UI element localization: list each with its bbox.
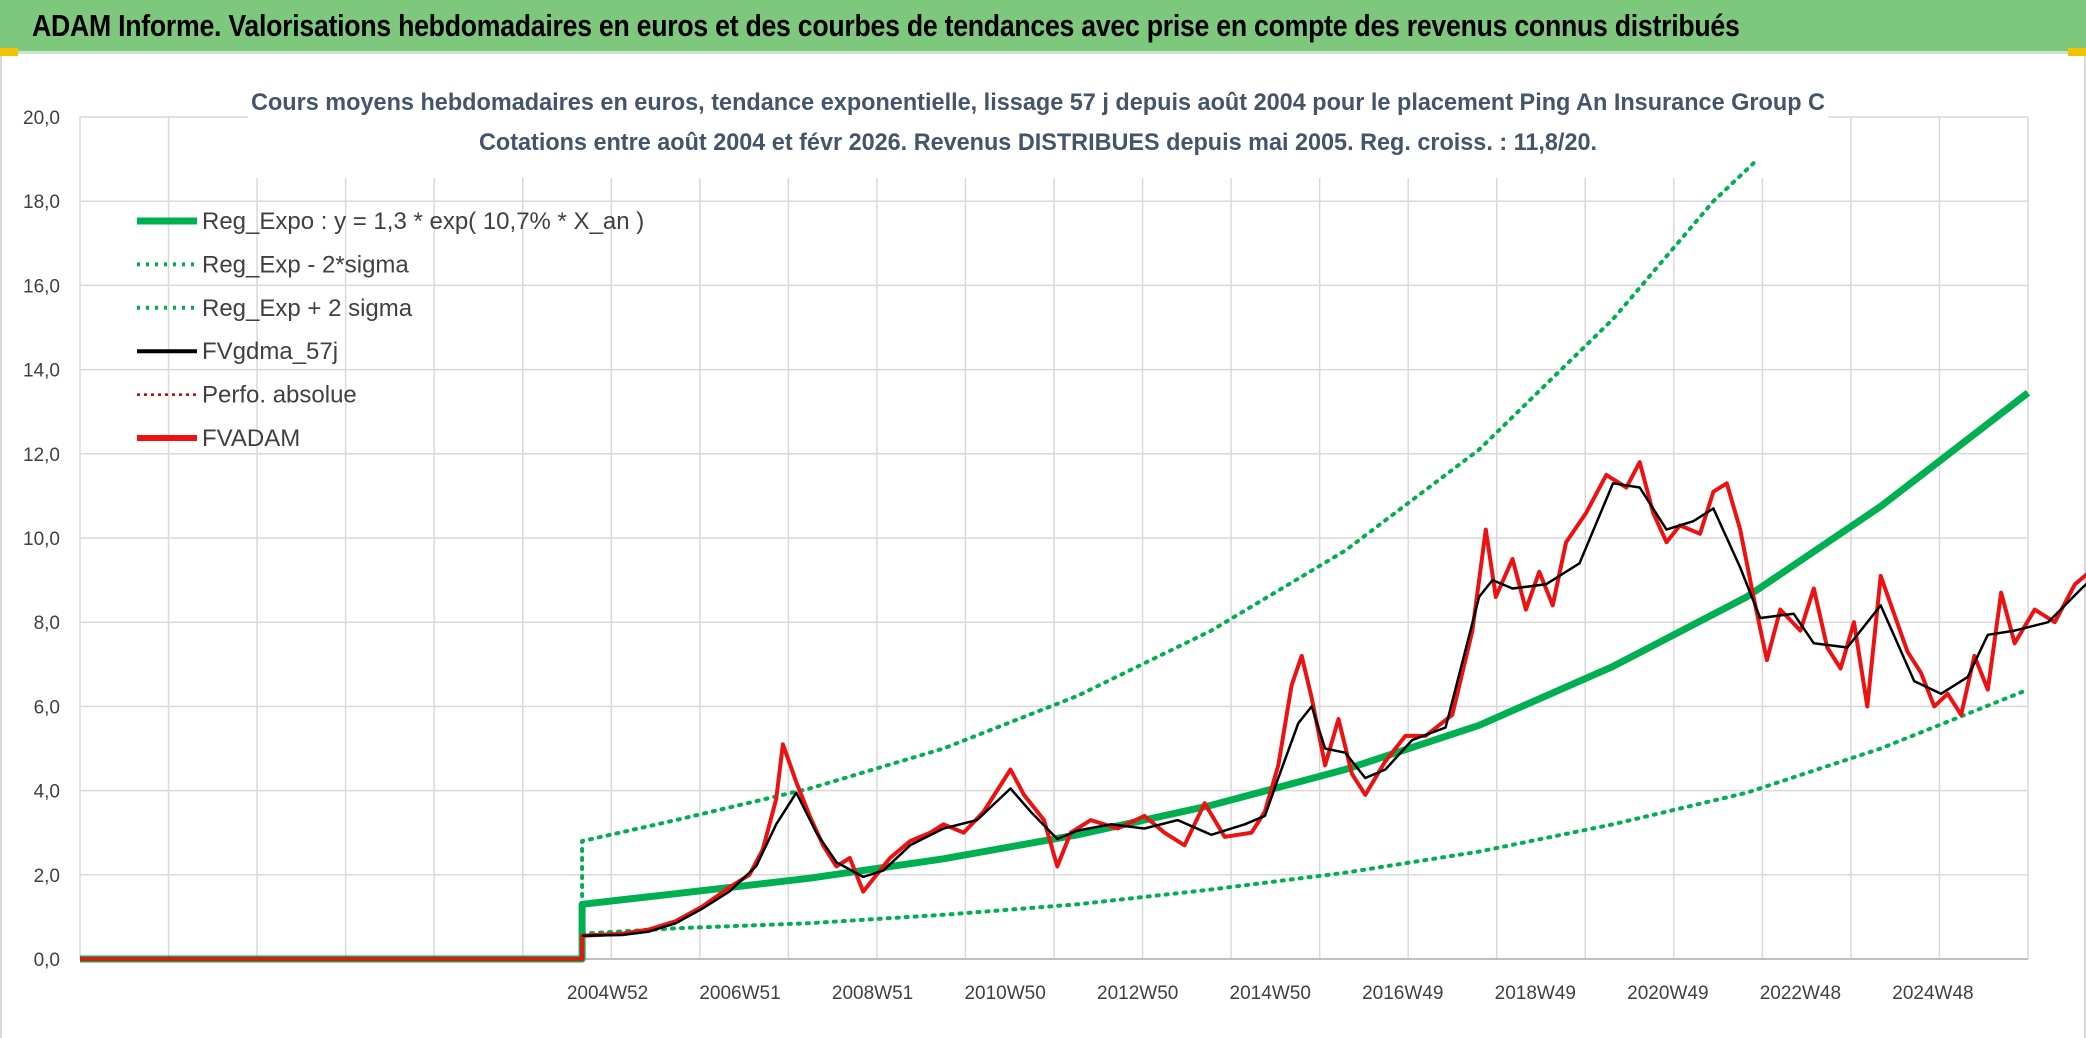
legend-label-fvgdma: FVgdma_57j — [202, 338, 338, 365]
x-tick-label: 2022W48 — [1760, 983, 1841, 1004]
legend-label-fvadam: FVADAM — [202, 425, 300, 452]
x-tick-label: 2012W50 — [1097, 983, 1178, 1004]
chart-title-background — [248, 92, 1828, 178]
legend-label-reg-expo: Reg_Expo : y = 1,3 * exp( 10,7% * X_an ) — [202, 208, 644, 235]
x-tick-label: 2006W51 — [699, 983, 780, 1004]
x-tick-label: 2016W49 — [1362, 983, 1443, 1004]
x-tick-label: 2004W52 — [567, 983, 648, 1004]
y-tick-label: 4,0 — [34, 782, 60, 803]
legend-label-reg-minus: Reg_Exp - 2*sigma — [202, 251, 409, 278]
y-tick-label: 18,0 — [23, 192, 60, 213]
series-line-reg-plus — [580, 161, 1756, 961]
x-tick-label: 2008W51 — [832, 983, 913, 1004]
x-axis-ticks: 2004W52 2006W51 2008W51 2010W50 2012W50 2014W… — [567, 983, 1974, 1004]
x-tick-label: 2024W48 — [1892, 983, 1973, 1004]
y-tick-label: 12,0 — [23, 445, 60, 466]
report-title: ADAM Informe. Valorisations hebdomadaire… — [32, 8, 1740, 43]
y-tick-label: 8,0 — [34, 613, 60, 634]
chart-title-line1: Cours moyens hebdomadaires en euros, ten… — [251, 89, 1825, 116]
y-tick-label: 20,0 — [23, 108, 60, 129]
y-axis-ticks: 0,0 2,0 4,0 6,0 8,0 10,0 12,0 14,0 16,0 18,0 20,0 — [23, 108, 60, 971]
x-tick-label: 2014W50 — [1230, 983, 1311, 1004]
legend: Reg_Expo : y = 1,3 * exp( 10,7% * X_an )… — [137, 208, 644, 452]
header-bar: ADAM Informe. Valorisations hebdomadaire… — [0, 0, 2086, 56]
x-tick-label: 2010W50 — [964, 983, 1045, 1004]
chart-title-line2: Cotations entre août 2004 et févr 2026. … — [479, 129, 1597, 156]
x-tick-label: 2020W49 — [1627, 983, 1708, 1004]
series-line-reg-minus — [580, 687, 2030, 936]
y-tick-label: 14,0 — [23, 361, 60, 382]
series-group — [80, 161, 2086, 963]
legend-label-reg-plus: Reg_Exp + 2 sigma — [202, 295, 413, 322]
y-tick-label: 2,0 — [34, 866, 60, 887]
legend-label-perfo: Perfo. absolue — [202, 382, 357, 409]
header-corner-right — [2068, 48, 2086, 56]
header-corner-left — [0, 48, 18, 56]
y-tick-label: 16,0 — [23, 276, 60, 297]
x-tick-label: 2018W49 — [1495, 983, 1576, 1004]
series-line-reg-expo — [80, 390, 2031, 963]
y-tick-label: 10,0 — [23, 529, 60, 550]
series-line-fvgdma — [582, 482, 2086, 938]
y-tick-label: 0,0 — [34, 950, 60, 971]
y-tick-label: 6,0 — [34, 697, 60, 718]
chart-frame — [0, 56, 2086, 1038]
series-line-fvadam — [80, 460, 2086, 961]
gridlines — [79, 116, 2029, 960]
